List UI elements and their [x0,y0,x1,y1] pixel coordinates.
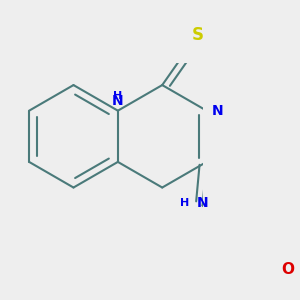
Text: O: O [281,262,294,277]
Text: N: N [197,196,209,210]
Text: S: S [192,26,204,44]
Text: N: N [112,94,124,108]
Text: N: N [212,104,224,118]
Text: H: H [113,91,122,101]
Text: H: H [180,198,190,208]
